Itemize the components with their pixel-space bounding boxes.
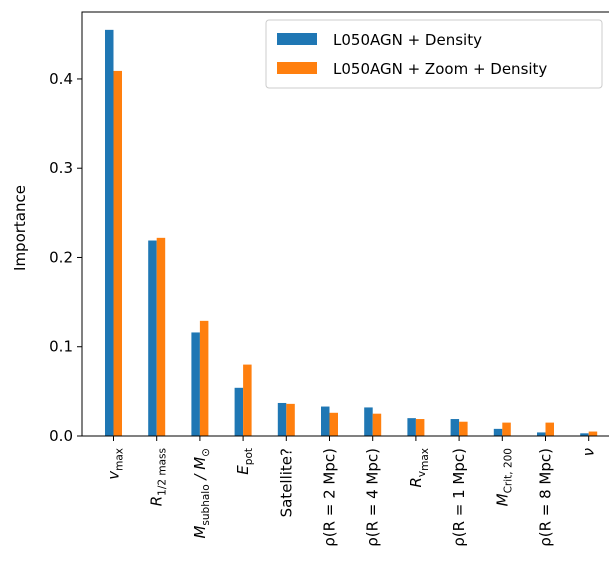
plot-frame bbox=[81, 11, 609, 437]
x-tick-label: R1/2 mass bbox=[148, 448, 169, 506]
legend-swatch-2 bbox=[277, 62, 317, 74]
x-tick-label: ρ(R = 1 Mpc) bbox=[450, 448, 468, 547]
bar-s1-1 bbox=[148, 240, 157, 436]
x-tick-label: Satellite? bbox=[277, 448, 295, 517]
bar-s2-3 bbox=[243, 364, 252, 436]
bar-s2-4 bbox=[286, 403, 295, 436]
bar-s2-6 bbox=[372, 413, 382, 436]
bar-s2-11 bbox=[588, 431, 598, 436]
x-tick-label: Rvmax bbox=[407, 448, 431, 488]
y-tick-label: 0.4 bbox=[49, 70, 73, 88]
legend-box bbox=[265, 19, 603, 89]
x-tick-label: ρ(R = 2 Mpc) bbox=[321, 448, 339, 547]
x-tick-label: Epot bbox=[234, 448, 255, 475]
bar-s2-5 bbox=[329, 412, 338, 436]
bar-s1-3 bbox=[234, 387, 244, 436]
x-tick-label: MCrit, 200 bbox=[493, 448, 514, 506]
bar-s1-10 bbox=[537, 432, 546, 436]
bar-s1-11 bbox=[580, 433, 589, 436]
x-tick-label: Msubhalo / M⊙ bbox=[191, 448, 212, 539]
bar-s1-9 bbox=[493, 428, 503, 436]
y-tick-label: 0.3 bbox=[49, 159, 73, 177]
bar-s2-7 bbox=[415, 419, 425, 436]
y-axis-label: Importance bbox=[11, 185, 29, 271]
plot-area bbox=[105, 29, 598, 436]
x-axis: vmax R1/2 mass Msubhalo / M⊙ Epot Satellite?… bbox=[105, 436, 598, 547]
bar-s1-6 bbox=[364, 407, 373, 436]
y-tick-label: 0.0 bbox=[49, 427, 73, 445]
x-tick-label: ρ(R = 4 Mpc) bbox=[364, 448, 382, 547]
y-axis: 0.0 0.1 0.2 0.3 0.4 bbox=[49, 70, 82, 445]
bar-s1-5 bbox=[321, 406, 330, 436]
y-tick-label: 0.1 bbox=[49, 338, 73, 356]
x-tick-label: ρ(R = 8 Mpc) bbox=[537, 448, 555, 547]
bar-s2-2 bbox=[199, 320, 209, 436]
x-tick-label: ν bbox=[580, 448, 598, 456]
bar-s2-8 bbox=[459, 421, 468, 436]
bar-s1-7 bbox=[407, 418, 416, 436]
bar-s1-4 bbox=[277, 402, 287, 436]
x-tick-label: vmax bbox=[105, 448, 126, 480]
bar-s2-0 bbox=[113, 70, 122, 436]
bar-s1-8 bbox=[450, 419, 460, 436]
legend: L050AGN + Density L050AGN + Zoom + Densit… bbox=[265, 19, 603, 89]
legend-label-1: L050AGN + Density bbox=[333, 31, 482, 49]
bar-s1-0 bbox=[105, 29, 114, 436]
bar-s2-10 bbox=[545, 422, 554, 436]
bar-s2-9 bbox=[502, 422, 511, 436]
legend-label-2: L050AGN + Zoom + Density bbox=[333, 60, 547, 78]
y-tick-label: 0.2 bbox=[49, 248, 73, 266]
legend-swatch-1 bbox=[277, 33, 317, 45]
bar-s2-1 bbox=[156, 237, 166, 436]
bar-s1-2 bbox=[191, 332, 200, 436]
